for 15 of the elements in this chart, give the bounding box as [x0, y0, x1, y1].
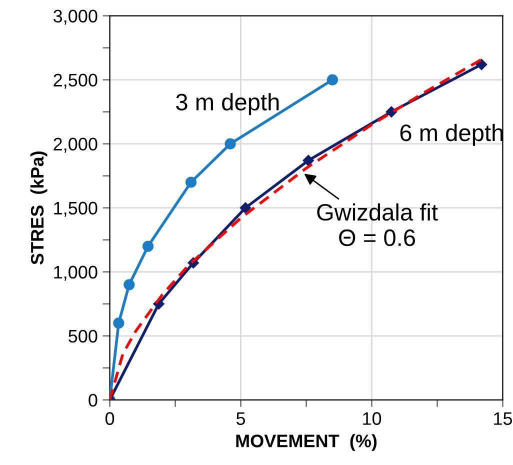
y-tick-label: 1,500 [54, 202, 98, 217]
y-tick-label: 3,000 [53, 10, 98, 25]
x-tick-label: 0 [105, 412, 114, 425]
x-axis-title: MOVEMENT (%) [236, 434, 377, 451]
y-tick-label: 2,000 [54, 138, 98, 153]
series-label: 3 m depth [176, 93, 279, 116]
y-tick-label: 2,500 [54, 74, 98, 89]
x-tick-label: 5 [236, 412, 246, 425]
x-tick-label: 10 [363, 412, 382, 425]
annotation: Gwizdala fit Θ = 0.6 [317, 203, 438, 246]
y-tick-label: 0 [88, 394, 98, 407]
y-tick-label: 500 [68, 330, 98, 343]
y-tick-label: 1,000 [54, 266, 98, 281]
y-axis-title: STRES (kPa) [30, 152, 48, 265]
x-tick-label: 15 [494, 412, 512, 425]
